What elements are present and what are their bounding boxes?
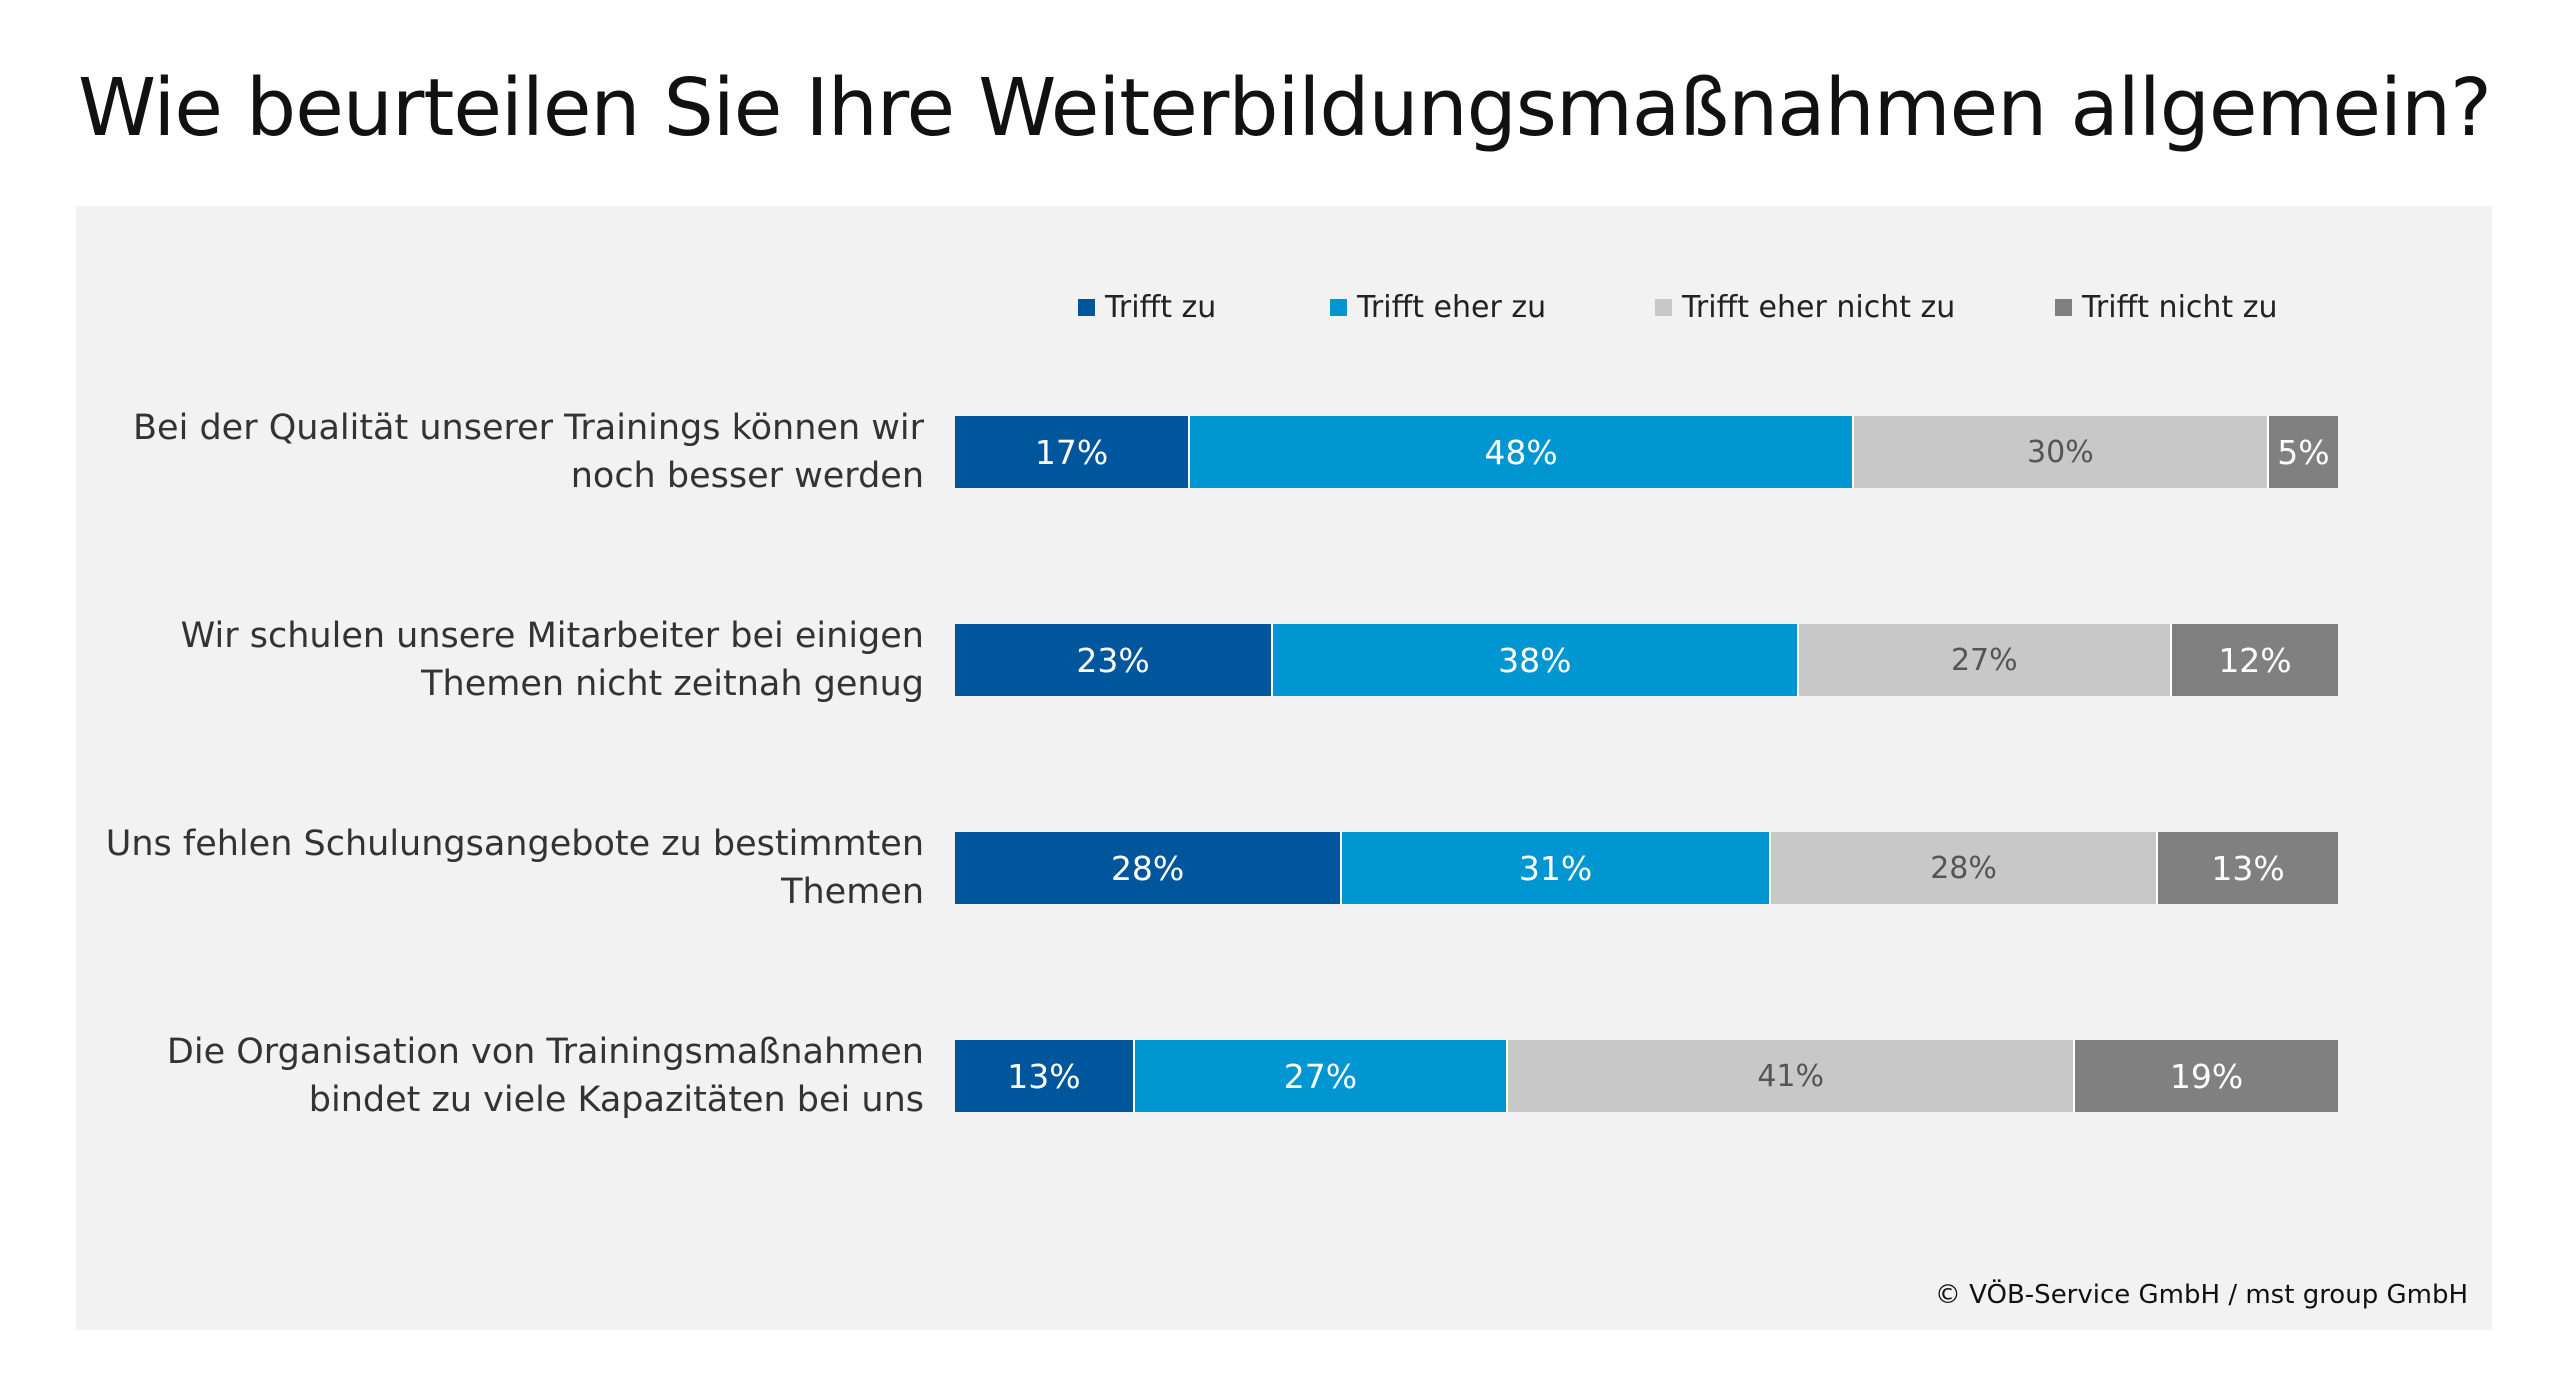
data-label: 28% [1930, 850, 1997, 886]
bar-segment: 31% [1342, 832, 1771, 904]
stacked-bar: 28% 31% 28% 13% [955, 832, 2338, 904]
legend: Trifft zu Trifft eher zu Trifft eher nicht… [0, 290, 2560, 330]
bar-segment: 27% [1798, 624, 2173, 696]
bar-segment: 27% [1134, 1040, 1509, 1112]
legend-swatch [1330, 299, 1347, 316]
bar-segment: 38% [1273, 624, 1799, 696]
bar-segment: 19% [2075, 1040, 2338, 1112]
data-label: 13% [1007, 1056, 1081, 1096]
data-label: 13% [2211, 848, 2285, 888]
copyright-notice: © VÖB-Service GmbH / mst group GmbH [1934, 1280, 2468, 1310]
legend-item: Trifft eher nicht zu [1655, 290, 1955, 325]
legend-swatch [1655, 299, 1672, 316]
data-label: 38% [1498, 640, 1572, 680]
bar-segment: 30% [1853, 416, 2269, 488]
data-label: 41% [1757, 1058, 1825, 1094]
data-label: 12% [2218, 640, 2292, 680]
legend-label: Trifft eher nicht zu [1682, 290, 1956, 325]
bar-segment: 28% [1770, 832, 2159, 904]
legend-label: Trifft zu [1105, 290, 1217, 325]
data-label: 17% [1034, 432, 1109, 472]
legend-swatch [2055, 299, 2072, 316]
bar-segment: 17% [955, 416, 1191, 488]
bar-segment: 28% [955, 832, 1343, 904]
bar-segment: 13% [955, 1040, 1135, 1112]
chart-panel [76, 206, 2492, 1330]
data-label: 48% [1484, 432, 1558, 472]
legend-item: Trifft eher zu [1330, 290, 1546, 325]
data-label: 23% [1076, 640, 1150, 680]
category-label: Bei der Qualität unserer Trainings könne… [133, 408, 924, 496]
chart-title: Wie beurteilen Sie Ihre Weiterbildungsma… [78, 62, 2492, 154]
bar-segment: 23% [955, 624, 1274, 696]
data-label: 27% [1283, 1056, 1358, 1096]
category-label: Uns fehlen Schulungsangebote zu bestimmt… [105, 824, 924, 912]
data-label: 19% [2169, 1056, 2244, 1096]
data-label: 5% [2277, 432, 2330, 472]
legend-label: Trifft eher zu [1357, 290, 1547, 325]
category-label: Wir schulen unsere Mitarbeiter bei einig… [180, 616, 924, 704]
stacked-bar: 13% 27% 41% 19% [955, 1040, 2338, 1112]
data-label: 30% [2027, 434, 2094, 470]
legend-label: Trifft nicht zu [2082, 290, 2278, 325]
bar-segment: 12% [2172, 624, 2338, 696]
data-label: 31% [1518, 848, 1593, 888]
stacked-bar: 17% 48% 30% 5% [955, 416, 2338, 488]
bar-segment: 48% [1190, 416, 1854, 488]
bar-segment: 41% [1508, 1040, 2076, 1112]
category-label: Die Organisation von Trainingsmaßnahmen b… [166, 1032, 924, 1120]
legend-item: Trifft zu [1078, 290, 1216, 325]
data-label: 27% [1950, 642, 2018, 678]
stacked-bar: 23% 38% 27% 12% [955, 624, 2338, 696]
bar-segment: 5% [2268, 416, 2338, 488]
bar-segment: 13% [2158, 832, 2338, 904]
data-label: 28% [1110, 848, 1185, 888]
legend-swatch [1078, 299, 1095, 316]
legend-item: Trifft nicht zu [2055, 290, 2277, 325]
